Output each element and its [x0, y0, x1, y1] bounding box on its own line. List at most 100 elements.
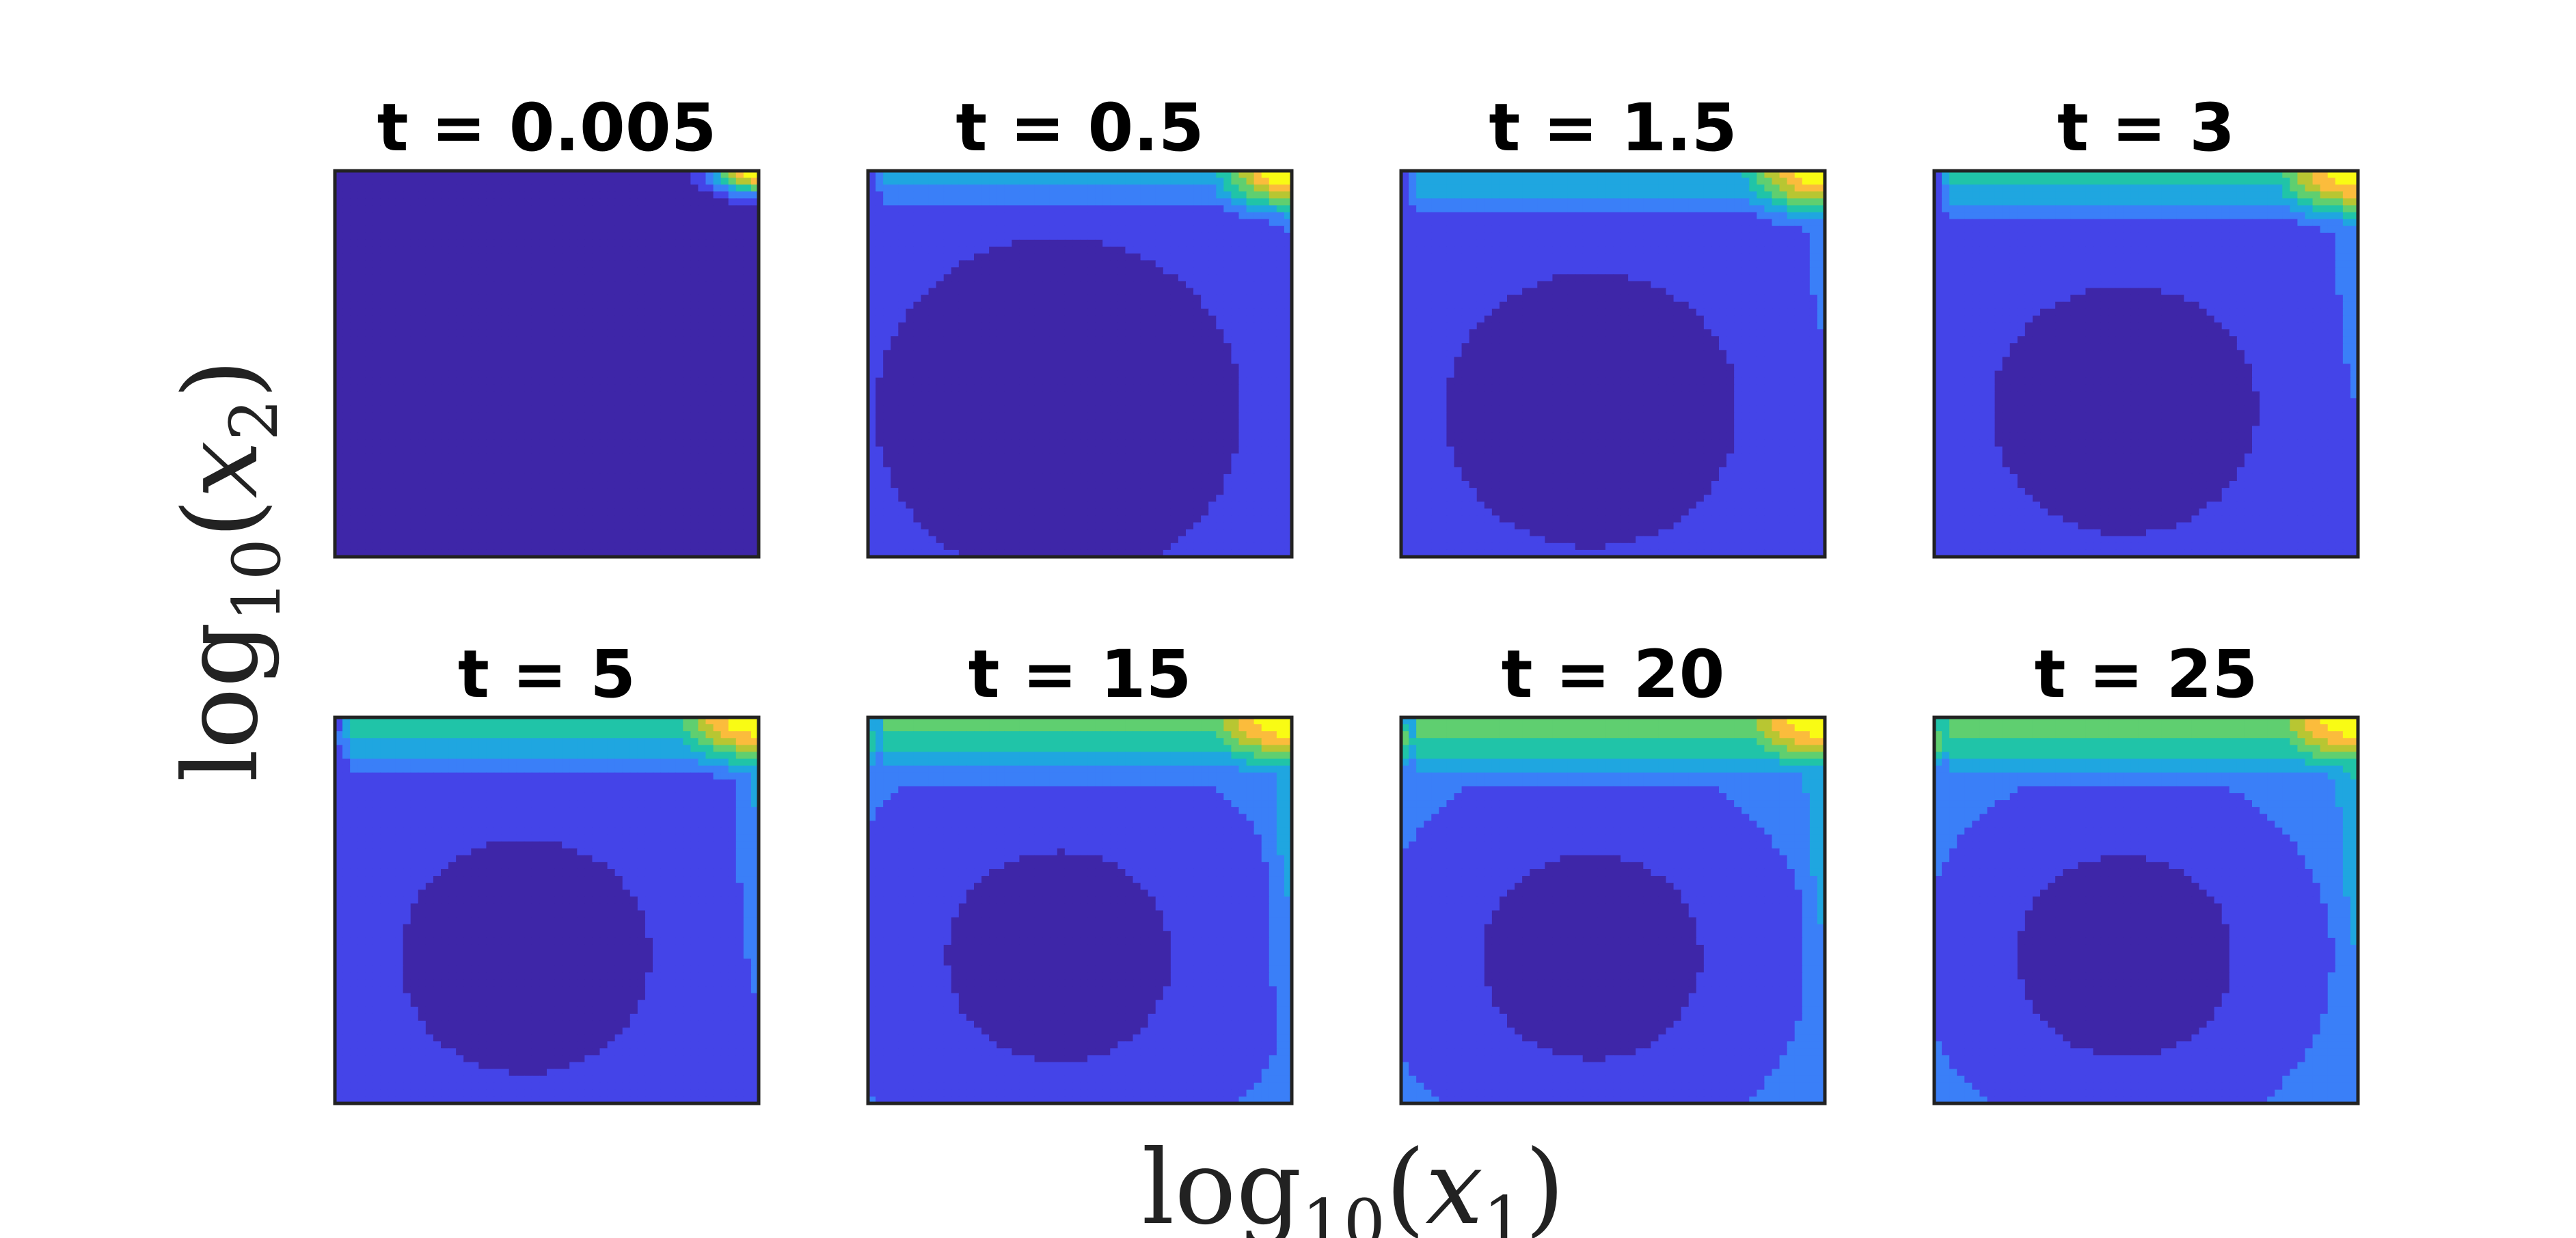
contour-cell	[729, 253, 737, 261]
contour-cell	[876, 191, 884, 199]
contour-cell	[615, 364, 623, 372]
contour-cell	[630, 412, 638, 419]
contour-cell	[706, 515, 714, 523]
contour-cell	[372, 523, 381, 530]
contour-cell	[350, 295, 358, 303]
contour-cell	[951, 316, 960, 323]
contour-cell	[600, 357, 608, 364]
contour-cell	[690, 316, 699, 323]
contour-cell	[1102, 226, 1111, 234]
contour-cell	[380, 329, 388, 337]
contour-cell	[1080, 295, 1088, 303]
contour-cell	[1050, 322, 1058, 330]
contour-cell	[463, 329, 472, 337]
contour-cell	[690, 288, 699, 296]
contour-cell	[936, 281, 945, 288]
contour-cell	[1171, 371, 1179, 379]
contour-cell	[1171, 343, 1179, 350]
contour-cell	[668, 240, 676, 247]
contour-cell	[706, 523, 714, 530]
contour-cell	[411, 288, 419, 296]
contour-cell	[898, 371, 906, 379]
contour-cell	[668, 529, 676, 537]
contour-cell	[1223, 226, 1232, 234]
contour-cell	[1004, 357, 1012, 364]
contour-cell	[1171, 357, 1179, 364]
contour-cell	[1208, 309, 1217, 316]
contour-cell	[441, 233, 449, 240]
contour-cell	[448, 467, 457, 475]
contour-cell	[357, 336, 366, 344]
contour-cell	[706, 316, 714, 323]
contour-cell	[478, 226, 487, 234]
contour-cell	[1057, 343, 1066, 350]
contour-cell	[1262, 336, 1270, 344]
contour-cell	[1269, 198, 1277, 206]
contour-cell	[380, 343, 388, 350]
contour-cell	[1223, 350, 1232, 357]
contour-cell	[913, 219, 921, 227]
contour-cell	[365, 391, 373, 399]
contour-cell	[744, 219, 752, 227]
contour-cell	[448, 474, 457, 482]
contour-cell	[1141, 205, 1149, 212]
contour-cell	[1277, 191, 1285, 199]
contour-cell	[577, 329, 585, 337]
contour-cell	[1269, 385, 1277, 392]
contour-cell	[441, 536, 449, 544]
contour-cell	[898, 205, 906, 212]
contour-cell	[554, 191, 562, 199]
contour-cell	[683, 543, 691, 551]
contour-cell	[1035, 247, 1043, 254]
contour-cell	[471, 233, 479, 240]
contour-cell	[547, 247, 555, 254]
contour-cell	[396, 212, 404, 220]
contour-cell	[1269, 322, 1277, 330]
contour-cell	[608, 184, 616, 192]
contour-cell	[1110, 295, 1118, 303]
contour-cell	[502, 447, 510, 454]
contour-cell	[623, 536, 631, 544]
contour-cell	[1254, 316, 1262, 323]
contour-cell	[951, 281, 960, 288]
contour-cell	[478, 178, 487, 185]
contour-cell	[418, 191, 426, 199]
contour-cell	[396, 495, 404, 502]
contour-cell	[471, 309, 479, 316]
contour-cell	[706, 467, 714, 475]
contour-cell	[1004, 350, 1012, 357]
contour-cell	[584, 364, 593, 372]
contour-cell	[539, 439, 547, 447]
contour-cell	[524, 474, 532, 482]
contour-cell	[471, 184, 479, 192]
contour-cell	[396, 322, 404, 330]
contour-cell	[1057, 226, 1066, 234]
contour-cell	[539, 260, 547, 268]
contour-cell	[675, 412, 683, 419]
contour-cell	[944, 233, 952, 240]
contour-cell	[653, 329, 661, 337]
contour-cell	[365, 205, 373, 212]
contour-cell	[562, 267, 570, 275]
contour-cell	[623, 198, 631, 206]
contour-cell	[608, 198, 616, 206]
contour-cell	[365, 481, 373, 489]
contour-cell	[668, 481, 676, 489]
contour-cell	[471, 288, 479, 296]
contour-cell	[396, 302, 404, 310]
contour-cell	[463, 501, 472, 509]
contour-cell	[744, 460, 752, 468]
contour-cell	[653, 426, 661, 433]
contour-cell	[1125, 247, 1133, 254]
contour-cell	[600, 260, 608, 268]
contour-cell	[403, 316, 411, 323]
contour-cell	[411, 364, 419, 372]
contour-cell	[1019, 274, 1027, 281]
contour-cell	[486, 405, 494, 413]
contour-cell	[690, 233, 699, 240]
contour-cell	[396, 385, 404, 392]
contour-cell	[396, 529, 404, 537]
contour-cell	[509, 205, 517, 212]
contour-cell	[380, 481, 388, 489]
contour-cell	[630, 543, 638, 551]
